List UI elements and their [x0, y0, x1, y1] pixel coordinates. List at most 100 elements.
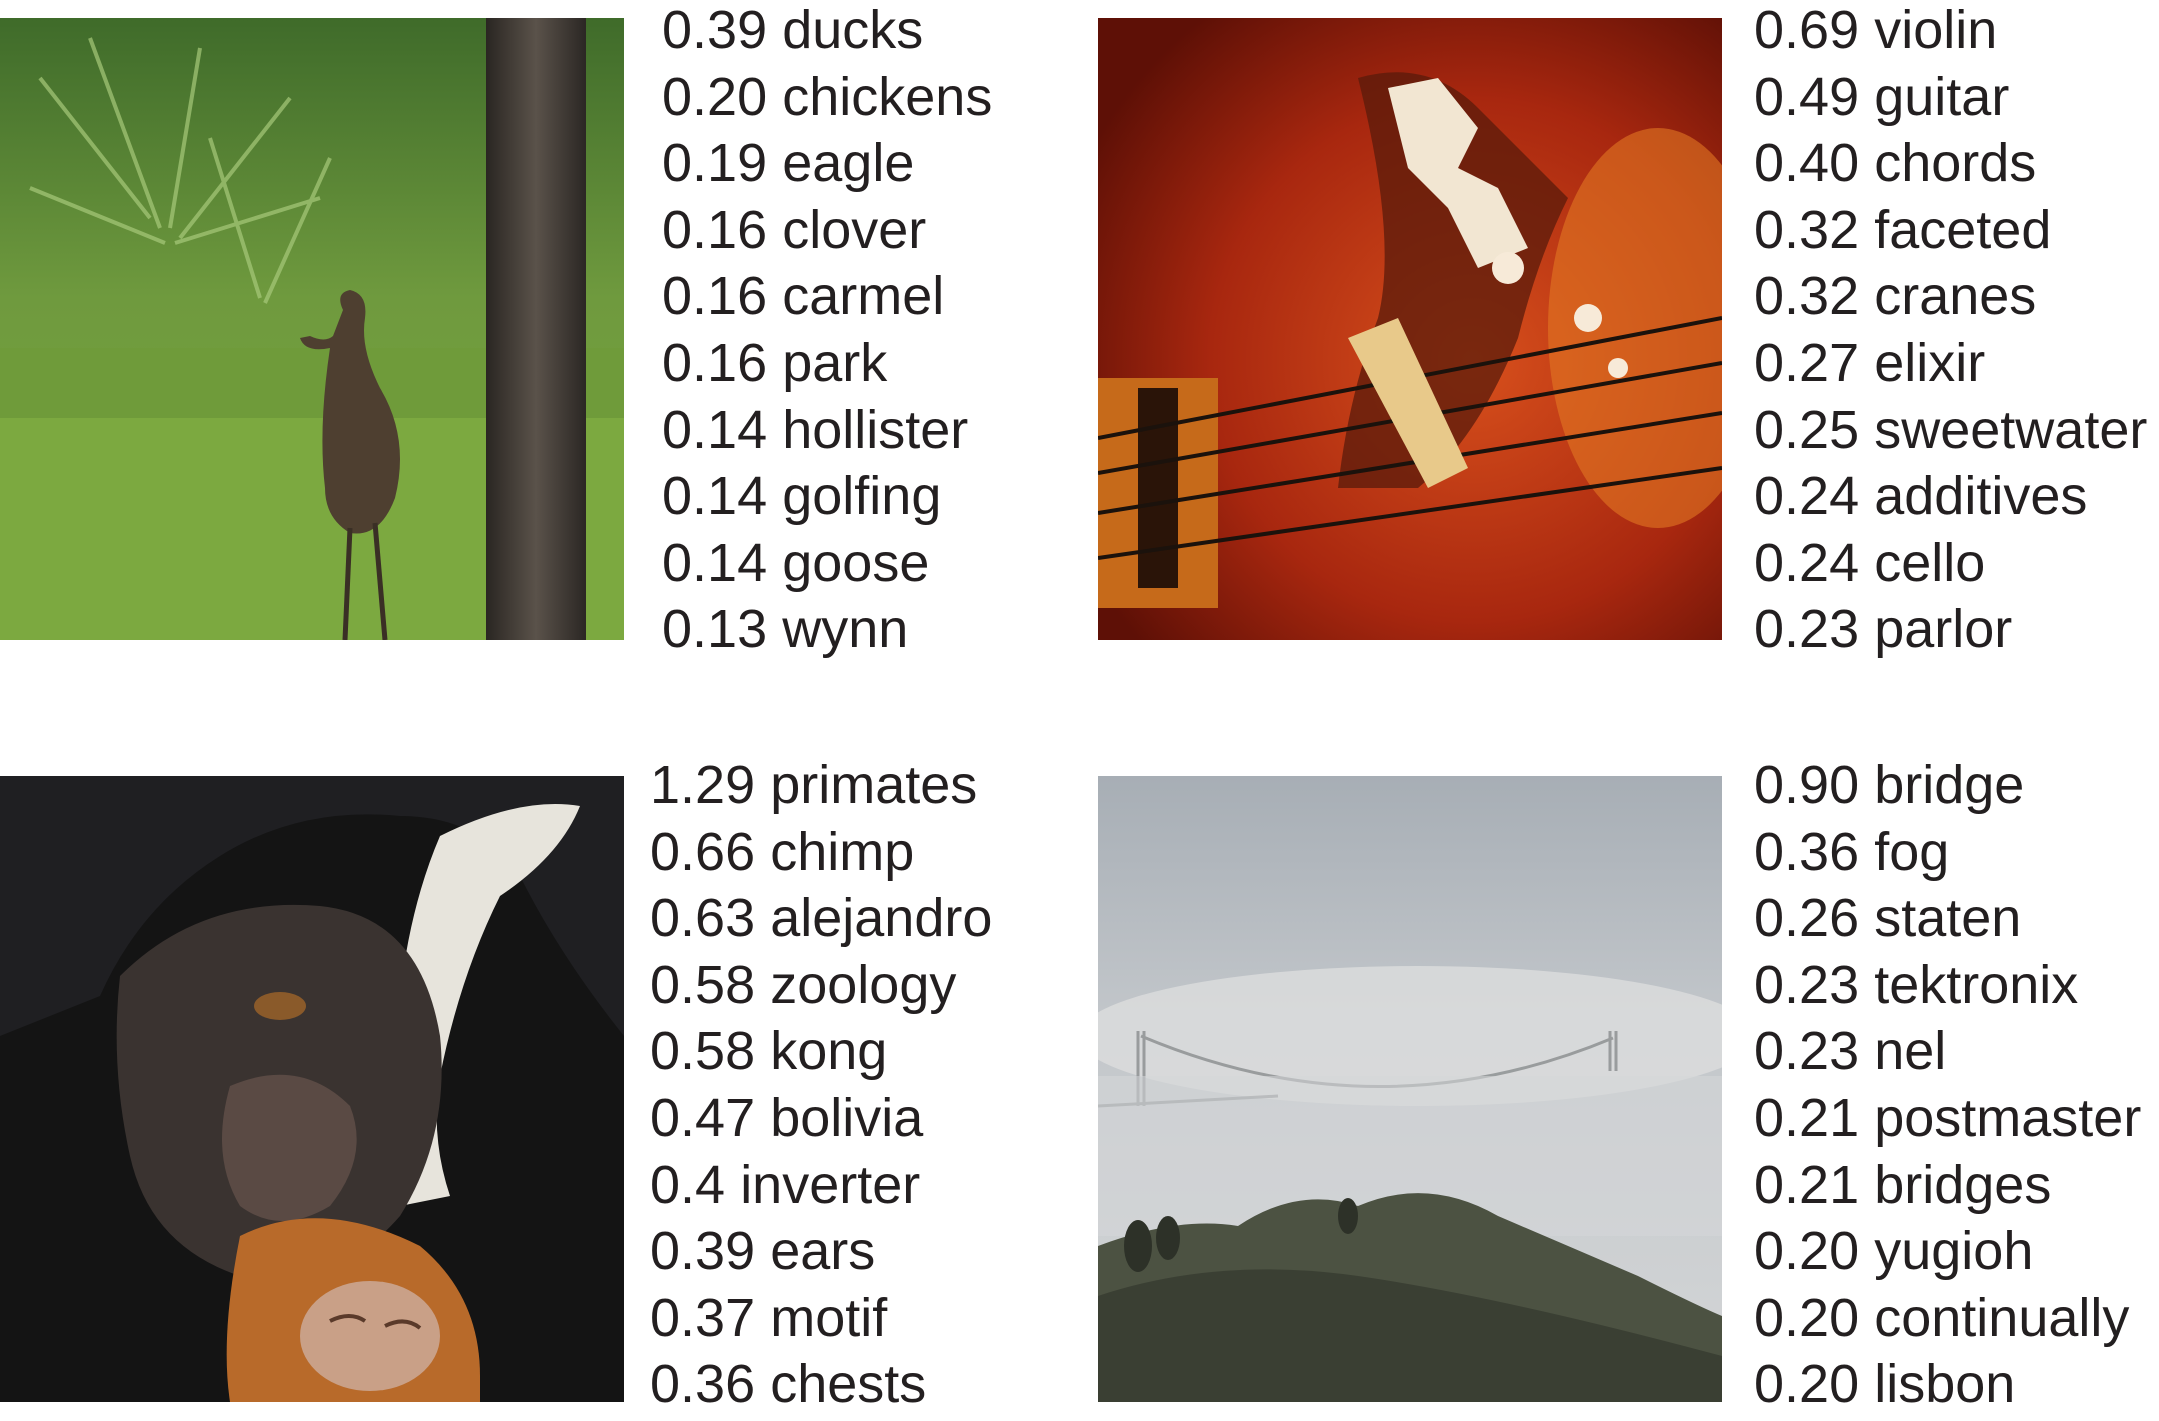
list-item: 0.58 kong: [650, 1018, 992, 1085]
violin-label-list: 0.69 violin 0.49 guitar 0.40 chords 0.32 fac…: [1754, 0, 2147, 663]
list-item: 0.21 bridges: [1754, 1152, 2141, 1219]
list-item: 0.26 staten: [1754, 885, 2141, 952]
label-word: yugioh: [1874, 1221, 2034, 1282]
violin-photo: [1098, 18, 1722, 640]
label-score: 0.14: [662, 466, 768, 527]
list-item: 0.20 yugioh: [1754, 1218, 2141, 1285]
label-word: additives: [1874, 466, 2088, 527]
list-item: 0.90 bridge: [1754, 752, 2141, 819]
label-score: 0.4: [650, 1154, 726, 1215]
list-item: 0.27 elixir: [1754, 330, 2147, 397]
label-word: postmaster: [1874, 1087, 2142, 1148]
list-item: 0.4 inverter: [650, 1152, 992, 1219]
label-score: 0.58: [650, 1021, 756, 1082]
label-word: motif: [770, 1287, 888, 1348]
label-score: 0.13: [662, 599, 768, 660]
label-score: 0.16: [662, 332, 768, 393]
list-item: 0.39 ears: [650, 1218, 992, 1285]
foggy-bridge-label-list: 0.90 bridge 0.36 fog 0.26 staten 0.23 tektro…: [1754, 752, 2141, 1418]
label-score: 0.36: [650, 1354, 756, 1415]
label-score: 0.32: [1754, 266, 1860, 327]
label-score: 0.66: [650, 821, 756, 882]
list-item: 0.16 carmel: [662, 263, 992, 330]
label-word: guitar: [1874, 66, 2010, 127]
label-score: 0.20: [662, 66, 768, 127]
list-item: 0.36 chests: [650, 1351, 992, 1418]
label-score: 0.23: [1754, 954, 1860, 1015]
label-word: bridges: [1874, 1154, 2052, 1215]
list-item: 0.69 violin: [1754, 0, 2147, 64]
list-item: 0.32 cranes: [1754, 263, 2147, 330]
monkey-label-list: 1.29 primates 0.66 chimp 0.63 alejandro 0.5…: [650, 752, 992, 1418]
label-score: 1.29: [650, 755, 756, 815]
label-word: park: [782, 332, 888, 393]
label-word: faceted: [1874, 199, 2052, 260]
label-word: lisbon: [1874, 1354, 2016, 1415]
label-score: 0.58: [650, 954, 756, 1015]
label-word: continually: [1874, 1287, 2130, 1348]
label-score: 0.14: [662, 399, 768, 460]
label-score: 0.21: [1754, 1087, 1860, 1148]
label-score: 0.90: [1754, 755, 1860, 815]
list-item: 0.58 zoology: [650, 952, 992, 1019]
foggy-bridge-photo: [1098, 776, 1722, 1402]
label-word: chickens: [782, 66, 993, 127]
list-item: 0.23 nel: [1754, 1018, 2141, 1085]
list-item: 0.36 fog: [1754, 819, 2141, 886]
label-score: 0.39: [650, 1221, 756, 1282]
label-score: 0.16: [662, 266, 768, 327]
label-score: 0.24: [1754, 532, 1860, 593]
list-item: 0.23 parlor: [1754, 596, 2147, 663]
label-score: 0.25: [1754, 399, 1860, 460]
list-item: 0.14 goose: [662, 530, 992, 597]
label-score: 0.40: [1754, 133, 1860, 194]
label-word: inverter: [740, 1154, 921, 1215]
label-word: tektronix: [1874, 954, 2079, 1015]
label-word: cranes: [1874, 266, 2037, 327]
label-word: clover: [782, 199, 927, 260]
label-score: 0.24: [1754, 466, 1860, 527]
label-word: carmel: [782, 266, 945, 327]
label-word: elixir: [1874, 332, 1986, 393]
label-score: 0.39: [662, 0, 768, 60]
list-item: 0.24 additives: [1754, 463, 2147, 530]
list-item: 0.13 wynn: [662, 596, 992, 663]
label-word: violin: [1874, 0, 1998, 60]
list-item: 0.23 tektronix: [1754, 952, 2141, 1019]
label-score: 0.49: [1754, 66, 1860, 127]
label-score: 0.47: [650, 1087, 756, 1148]
monkey-photo: [0, 776, 624, 1402]
label-score: 0.20: [1754, 1287, 1860, 1348]
label-word: bolivia: [770, 1087, 924, 1148]
label-score: 0.20: [1754, 1221, 1860, 1282]
label-word: wynn: [782, 599, 909, 660]
label-score: 0.23: [1754, 599, 1860, 660]
label-word: chests: [770, 1354, 927, 1415]
list-item: 0.24 cello: [1754, 530, 2147, 597]
list-item: 0.49 guitar: [1754, 64, 2147, 131]
list-item: 0.66 chimp: [650, 819, 992, 886]
label-score: 0.16: [662, 199, 768, 260]
bird-label-list: 0.39 ducks 0.20 chickens 0.19 eagle 0.16 clo…: [662, 0, 992, 663]
label-word: parlor: [1874, 599, 2013, 660]
label-score: 0.21: [1754, 1154, 1860, 1215]
label-word: chimp: [770, 821, 915, 882]
label-word: kong: [770, 1021, 888, 1082]
label-score: 0.36: [1754, 821, 1860, 882]
list-item: 0.20 lisbon: [1754, 1351, 2141, 1418]
label-score: 0.14: [662, 532, 768, 593]
label-score: 0.63: [650, 888, 756, 949]
list-item: 0.16 clover: [662, 197, 992, 264]
label-score: 0.32: [1754, 199, 1860, 260]
label-word: goose: [782, 532, 930, 593]
label-word: primates: [770, 755, 978, 815]
label-word: staten: [1874, 888, 2022, 949]
list-item: 0.32 faceted: [1754, 197, 2147, 264]
label-word: ducks: [782, 0, 924, 60]
list-item: 0.25 sweetwater: [1754, 397, 2147, 464]
list-item: 0.63 alejandro: [650, 885, 992, 952]
list-item: 0.21 postmaster: [1754, 1085, 2141, 1152]
list-item: 0.20 chickens: [662, 64, 992, 131]
list-item: 1.29 primates: [650, 752, 992, 819]
list-item: 0.14 golfing: [662, 463, 992, 530]
